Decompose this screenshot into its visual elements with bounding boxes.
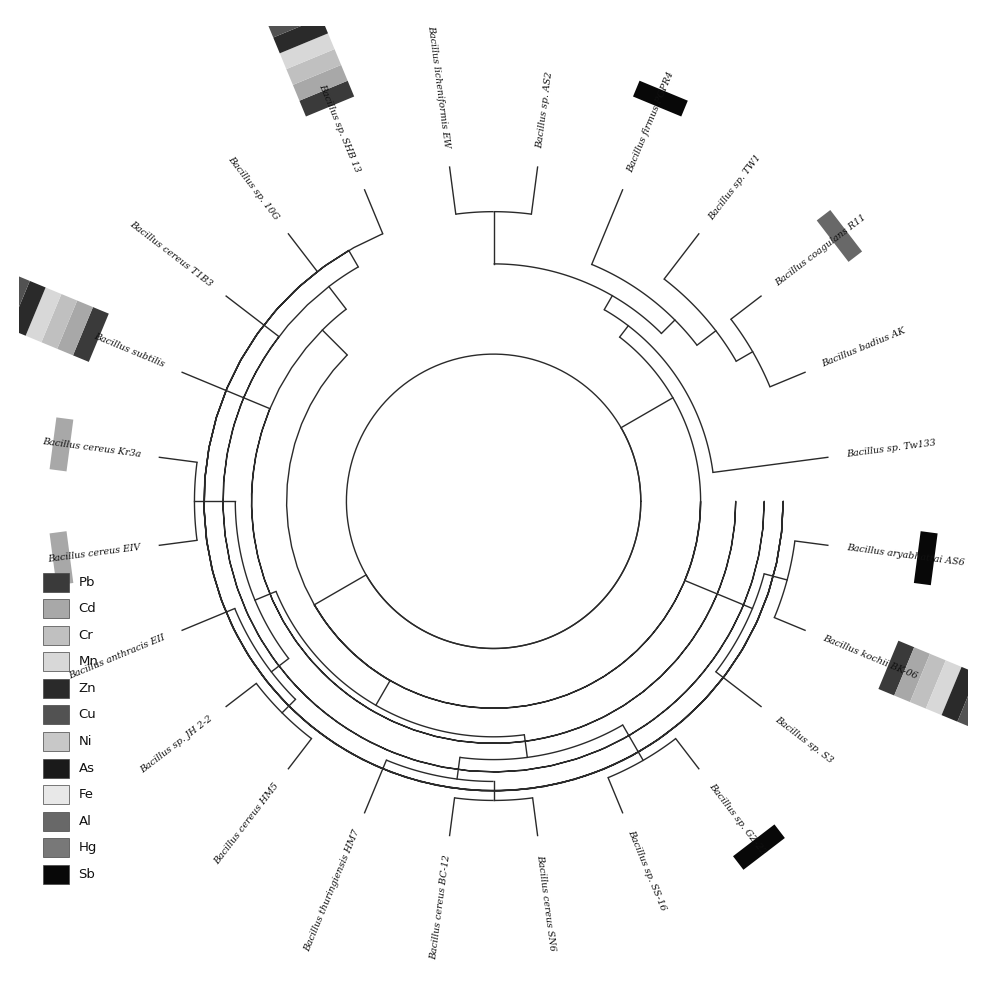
Text: Bacillus sp. TW1: Bacillus sp. TW1 (707, 153, 763, 222)
Bar (43, 812, 69, 830)
Polygon shape (878, 640, 914, 695)
Bar (43, 758, 69, 777)
Text: Cr: Cr (79, 628, 93, 641)
Polygon shape (254, 0, 308, 6)
Polygon shape (633, 81, 688, 116)
Bar (43, 732, 69, 751)
Polygon shape (41, 294, 77, 349)
Text: Bacillus cereus Kr3a: Bacillus cereus Kr3a (41, 437, 141, 459)
Polygon shape (286, 49, 341, 85)
Text: Bacillus firmus PGPR4: Bacillus firmus PGPR4 (626, 70, 676, 174)
Text: Hg: Hg (79, 841, 97, 854)
Text: Bacillus anthracis EII: Bacillus anthracis EII (67, 633, 166, 682)
Bar (43, 705, 69, 724)
Text: Sb: Sb (79, 868, 95, 881)
Polygon shape (50, 531, 73, 585)
Polygon shape (57, 300, 93, 356)
Text: Zn: Zn (79, 682, 96, 694)
Polygon shape (914, 531, 938, 585)
Polygon shape (260, 0, 315, 22)
Text: Bacillus thuringiensis HM7: Bacillus thuringiensis HM7 (303, 828, 361, 953)
Text: As: As (79, 761, 95, 774)
Polygon shape (293, 65, 348, 100)
Text: Ni: Ni (79, 735, 92, 748)
Text: Bacillus cereus T1B3: Bacillus cereus T1B3 (128, 219, 214, 288)
Text: Bacillus kochii BK-06: Bacillus kochii BK-06 (821, 633, 918, 681)
Polygon shape (942, 667, 977, 722)
Polygon shape (273, 18, 328, 53)
Polygon shape (299, 81, 354, 116)
Text: Bacillus cereus SN6: Bacillus cereus SN6 (536, 854, 557, 952)
Bar (43, 652, 69, 672)
Polygon shape (280, 33, 335, 69)
Text: Bacillus badius AK: Bacillus badius AK (821, 326, 907, 369)
Polygon shape (817, 210, 862, 262)
Text: Bacillus sp. S3: Bacillus sp. S3 (773, 714, 835, 764)
Text: Pb: Pb (79, 575, 95, 588)
Text: Bacillus sp. JH 2-2: Bacillus sp. JH 2-2 (138, 714, 214, 775)
Bar (43, 785, 69, 804)
Text: Fe: Fe (79, 788, 94, 801)
Text: Mn: Mn (79, 655, 98, 668)
Polygon shape (957, 674, 993, 728)
Bar (43, 625, 69, 645)
Polygon shape (26, 288, 61, 342)
Polygon shape (926, 660, 962, 715)
Text: Al: Al (79, 815, 91, 827)
Text: Cu: Cu (79, 708, 96, 721)
Polygon shape (10, 281, 46, 336)
Bar (43, 599, 69, 619)
Text: Cd: Cd (79, 602, 96, 615)
Text: Bacillus sp. GZ-22: Bacillus sp. GZ-22 (707, 781, 767, 856)
Text: Bacillus sp. Tw133: Bacillus sp. Tw133 (846, 438, 937, 459)
Text: Bacillus cereus BC-12: Bacillus cereus BC-12 (429, 854, 452, 959)
Bar (43, 679, 69, 697)
Text: Bacillus sp. SS-16: Bacillus sp. SS-16 (626, 828, 667, 912)
Bar (43, 865, 69, 884)
Text: Bacillus sp. 10G: Bacillus sp. 10G (226, 155, 280, 222)
Polygon shape (50, 418, 73, 472)
Text: Bacillus sp. SHB 13: Bacillus sp. SHB 13 (317, 83, 361, 174)
Polygon shape (910, 654, 946, 708)
Polygon shape (73, 307, 109, 361)
Text: Bacillus cereus EIV: Bacillus cereus EIV (47, 544, 141, 564)
Polygon shape (0, 268, 14, 323)
Polygon shape (894, 647, 930, 702)
Text: Bacillus cereus HM5: Bacillus cereus HM5 (212, 781, 280, 866)
Text: Bacillus aryabhattai AS6: Bacillus aryabhattai AS6 (846, 544, 965, 567)
Polygon shape (0, 275, 30, 329)
Text: Bacillus licheniformis EW: Bacillus licheniformis EW (427, 26, 452, 149)
Polygon shape (267, 2, 321, 37)
Text: Bacillus subtilis: Bacillus subtilis (93, 332, 166, 369)
Text: Bacillus coagulans R11: Bacillus coagulans R11 (773, 213, 868, 288)
Bar (43, 838, 69, 857)
Polygon shape (733, 824, 785, 870)
Text: Bacillus sp. AS2: Bacillus sp. AS2 (536, 71, 555, 149)
Polygon shape (989, 687, 1000, 742)
Polygon shape (973, 680, 1000, 735)
Bar (43, 572, 69, 592)
